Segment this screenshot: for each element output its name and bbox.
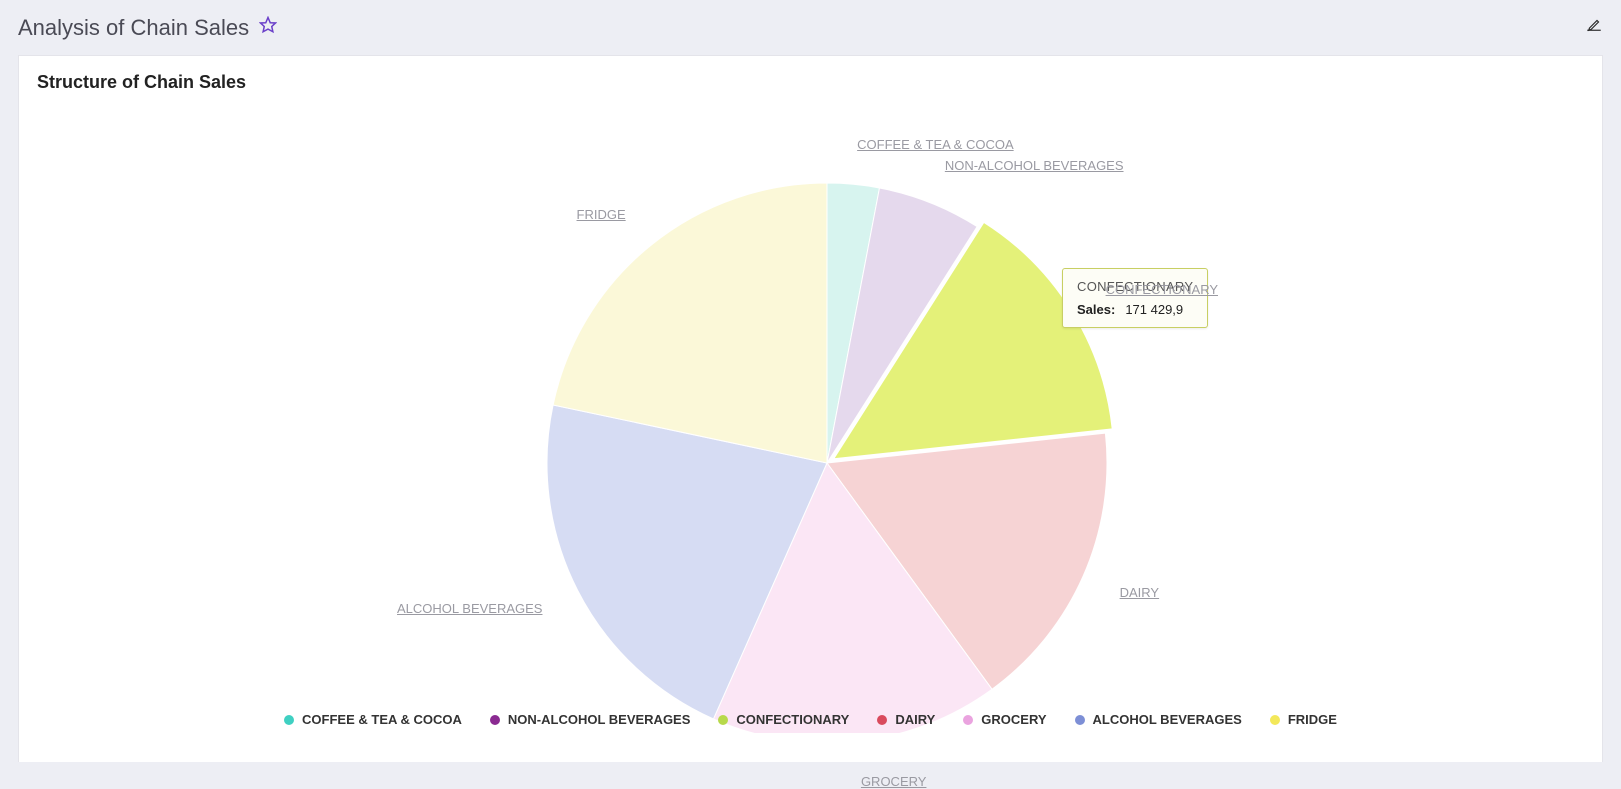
legend-dot-icon xyxy=(284,715,294,725)
legend-label: FRIDGE xyxy=(1288,712,1337,727)
chart-title: Structure of Chain Sales xyxy=(37,72,1584,93)
slice-label-grocery[interactable]: GROCERY xyxy=(861,774,927,789)
slice-label-alcohol[interactable]: ALCOHOL BEVERAGES xyxy=(397,601,542,616)
slice-label-dairy[interactable]: DAIRY xyxy=(1120,585,1160,600)
slice-label-confect[interactable]: CONFECTIONARY xyxy=(1106,282,1218,297)
legend-dot-icon xyxy=(1075,715,1085,725)
slice-label-nonalc[interactable]: NON-ALCOHOL BEVERAGES xyxy=(945,158,1124,173)
legend-label: NON-ALCOHOL BEVERAGES xyxy=(508,712,691,727)
tooltip-metric-value: 171 429,9 xyxy=(1125,302,1183,317)
slice-label-fridge[interactable]: FRIDGE xyxy=(577,207,626,222)
chart-legend: COFFEE & TEA & COCOA NON-ALCOHOL BEVERAGE… xyxy=(37,712,1584,727)
legend-item[interactable]: ALCOHOL BEVERAGES xyxy=(1075,712,1242,727)
legend-dot-icon xyxy=(877,715,887,725)
legend-item[interactable]: NON-ALCOHOL BEVERAGES xyxy=(490,712,691,727)
pie-chart[interactable]: CONFECTIONARY Sales: 171 429,9 COFFEE & … xyxy=(37,93,1584,733)
edit-pencil-icon[interactable] xyxy=(1585,16,1603,39)
page-title: Analysis of Chain Sales xyxy=(18,15,249,41)
legend-label: GROCERY xyxy=(981,712,1046,727)
chart-panel: Structure of Chain Sales CONFECTIONARY S… xyxy=(18,55,1603,762)
legend-item[interactable]: CONFECTIONARY xyxy=(718,712,849,727)
legend-item[interactable]: GROCERY xyxy=(963,712,1046,727)
legend-dot-icon xyxy=(1270,715,1280,725)
slice-label-coffee[interactable]: COFFEE & TEA & COCOA xyxy=(857,137,1014,152)
favorite-star-icon[interactable] xyxy=(259,16,277,39)
legend-item[interactable]: COFFEE & TEA & COCOA xyxy=(284,712,462,727)
legend-item[interactable]: DAIRY xyxy=(877,712,935,727)
pie-svg[interactable] xyxy=(37,93,1584,733)
legend-item[interactable]: FRIDGE xyxy=(1270,712,1337,727)
legend-label: DAIRY xyxy=(895,712,935,727)
legend-dot-icon xyxy=(490,715,500,725)
legend-label: CONFECTIONARY xyxy=(736,712,849,727)
legend-label: COFFEE & TEA & COCOA xyxy=(302,712,462,727)
page-header: Analysis of Chain Sales xyxy=(0,0,1621,55)
legend-dot-icon xyxy=(963,715,973,725)
chart-tooltip: CONFECTIONARY Sales: 171 429,9 xyxy=(1062,268,1208,328)
tooltip-metric-label: Sales: xyxy=(1077,302,1115,317)
legend-label: ALCOHOL BEVERAGES xyxy=(1093,712,1242,727)
legend-dot-icon xyxy=(718,715,728,725)
